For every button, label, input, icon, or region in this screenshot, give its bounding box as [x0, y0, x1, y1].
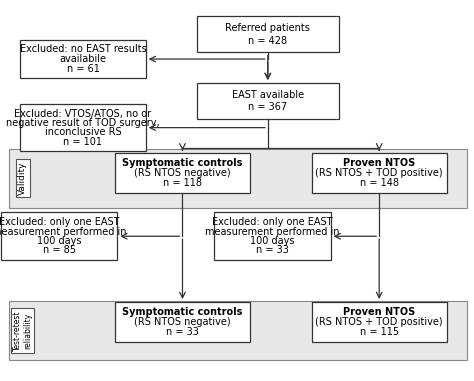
Text: (RS NTOS + TOD positive): (RS NTOS + TOD positive) [315, 168, 443, 178]
Bar [197, 83, 339, 119]
Text: Excluded: no EAST results: Excluded: no EAST results [19, 45, 146, 54]
Text: (RS NTOS negative): (RS NTOS negative) [134, 168, 231, 178]
Bar [1, 213, 117, 260]
Text: n = 101: n = 101 [64, 137, 102, 147]
Text: n = 85: n = 85 [43, 245, 76, 255]
Text: n = 367: n = 367 [248, 102, 287, 112]
Bar [197, 16, 339, 52]
Text: n = 33: n = 33 [166, 327, 199, 337]
Text: Proven NTOS: Proven NTOS [343, 158, 415, 168]
Text: Symptomatic controls: Symptomatic controls [122, 307, 243, 317]
Text: n = 115: n = 115 [360, 327, 399, 337]
Text: n = 33: n = 33 [256, 245, 289, 255]
Text: n = 148: n = 148 [360, 178, 399, 189]
Text: (RS NTOS negative): (RS NTOS negative) [134, 317, 231, 327]
Text: inconclusive RS: inconclusive RS [45, 127, 121, 137]
Bar [20, 104, 146, 151]
Text: EAST available: EAST available [232, 90, 304, 99]
Text: 100 days: 100 days [250, 236, 295, 246]
Text: (RS NTOS + TOD positive): (RS NTOS + TOD positive) [315, 317, 443, 327]
Bar [9, 301, 467, 360]
Text: negative result of TOD surgery,: negative result of TOD surgery, [6, 118, 160, 128]
Text: Referred patients: Referred patients [225, 23, 310, 33]
Bar [312, 302, 447, 342]
Text: measurement performed in: measurement performed in [205, 227, 340, 237]
Text: Excluded: only one EAST: Excluded: only one EAST [212, 217, 333, 227]
Text: n = 61: n = 61 [66, 64, 100, 74]
Text: Test-retest
reliability: Test-retest reliability [13, 310, 32, 351]
Text: n = 118: n = 118 [163, 178, 202, 189]
Text: Proven NTOS: Proven NTOS [343, 307, 415, 317]
Bar [9, 149, 467, 208]
Text: Validity: Validity [18, 162, 27, 195]
Text: availabile: availabile [59, 54, 107, 64]
Bar [312, 153, 447, 193]
Text: Excluded: only one EAST: Excluded: only one EAST [0, 217, 119, 227]
Bar [115, 153, 250, 193]
Text: 100 days: 100 days [37, 236, 82, 246]
Text: Excluded: VTOS/ATOS, no or: Excluded: VTOS/ATOS, no or [14, 109, 152, 118]
Text: n = 428: n = 428 [248, 36, 287, 46]
Bar [20, 40, 146, 78]
Bar [214, 213, 331, 260]
Bar [115, 302, 250, 342]
Text: measurement performed in: measurement performed in [0, 227, 127, 237]
Text: Symptomatic controls: Symptomatic controls [122, 158, 243, 168]
